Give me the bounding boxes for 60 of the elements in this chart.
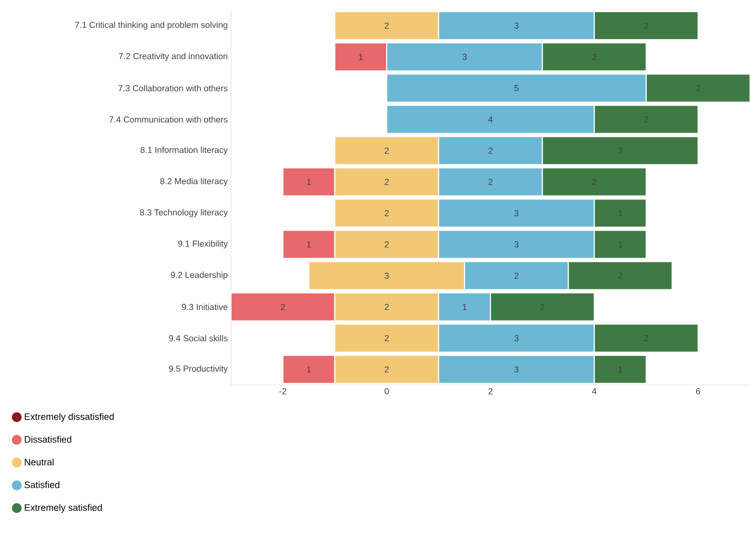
data-label: 3 — [462, 54, 467, 60]
data-label: 2 — [384, 178, 389, 185]
data-label: 3 — [618, 148, 622, 154]
data-label: 1 — [618, 241, 622, 248]
data-label: 2 — [644, 116, 648, 122]
y-tick-label: 7.3 Collaboration with others — [118, 84, 228, 92]
data-label: 2 — [488, 148, 492, 154]
data-label: 1 — [359, 54, 363, 60]
legend-label: Dissatisfied — [24, 436, 72, 443]
data-label: 3 — [384, 272, 389, 279]
y-tick-label: 8.1 Information literacy — [140, 146, 228, 155]
data-label: 2 — [696, 85, 700, 92]
legend-label: Extremely dissatisfied — [24, 413, 114, 422]
data-label: 2 — [384, 241, 389, 248]
data-label: 2 — [384, 335, 389, 342]
legend-label: Neutral — [24, 458, 54, 466]
y-tick-label: 7.4 Communication with others — [109, 116, 228, 123]
x-tick-label: 4 — [592, 388, 596, 394]
y-tick-label: 9.4 Social skills — [168, 334, 228, 342]
data-label: 2 — [280, 304, 285, 310]
x-tick-label: 0 — [384, 388, 389, 394]
x-tick-label: 2 — [488, 388, 492, 394]
data-label: 3 — [514, 22, 518, 29]
y-tick-label: 9.3 Initiative — [182, 304, 228, 310]
y-tick-label: 8.3 Technology literacy — [140, 209, 228, 218]
y-tick-label: 9.5 Productivity — [168, 365, 228, 374]
data-label: 2 — [514, 272, 518, 279]
data-label: 5 — [514, 85, 518, 92]
y-tick-label: 7.2 Creativity and innovation — [118, 52, 228, 61]
data-label: 2 — [592, 54, 596, 60]
data-label: 2 — [540, 304, 544, 310]
data-label: 2 — [384, 366, 389, 372]
y-tick-label: 8.2 Media literacy — [160, 178, 228, 186]
data-label: 1 — [307, 241, 311, 248]
x-tick-label: 6 — [696, 388, 700, 394]
data-label: 2 — [644, 335, 648, 342]
data-label: 4 — [488, 116, 493, 122]
y-tick-label: 9.2 Leadership — [170, 272, 228, 280]
data-label: 2 — [488, 178, 492, 185]
data-label: 1 — [618, 210, 622, 216]
data-label: 3 — [514, 366, 518, 372]
data-label: 3 — [514, 241, 518, 248]
data-label: 2 — [644, 22, 648, 29]
data-label: 3 — [514, 335, 518, 342]
data-label: 2 — [384, 148, 389, 154]
data-label: 1 — [307, 178, 311, 185]
legend-label: Satisfied — [24, 481, 60, 488]
data-label: 2 — [384, 22, 389, 29]
data-label: 2 — [592, 178, 596, 185]
data-label: 2 — [618, 272, 622, 279]
x-tick-label: -2 — [279, 388, 286, 394]
legend-label: Extremely satisfied — [24, 504, 102, 513]
data-label: 1 — [618, 366, 622, 372]
data-label: 2 — [384, 210, 389, 216]
data-label: 2 — [384, 304, 389, 310]
data-label: 1 — [462, 304, 467, 310]
data-label: 3 — [514, 210, 518, 216]
y-tick-label: 9.1 Flexibility — [178, 240, 228, 248]
data-label: 1 — [307, 366, 311, 372]
y-tick-label: 7.1 Critical thinking and problem solving — [75, 22, 228, 30]
